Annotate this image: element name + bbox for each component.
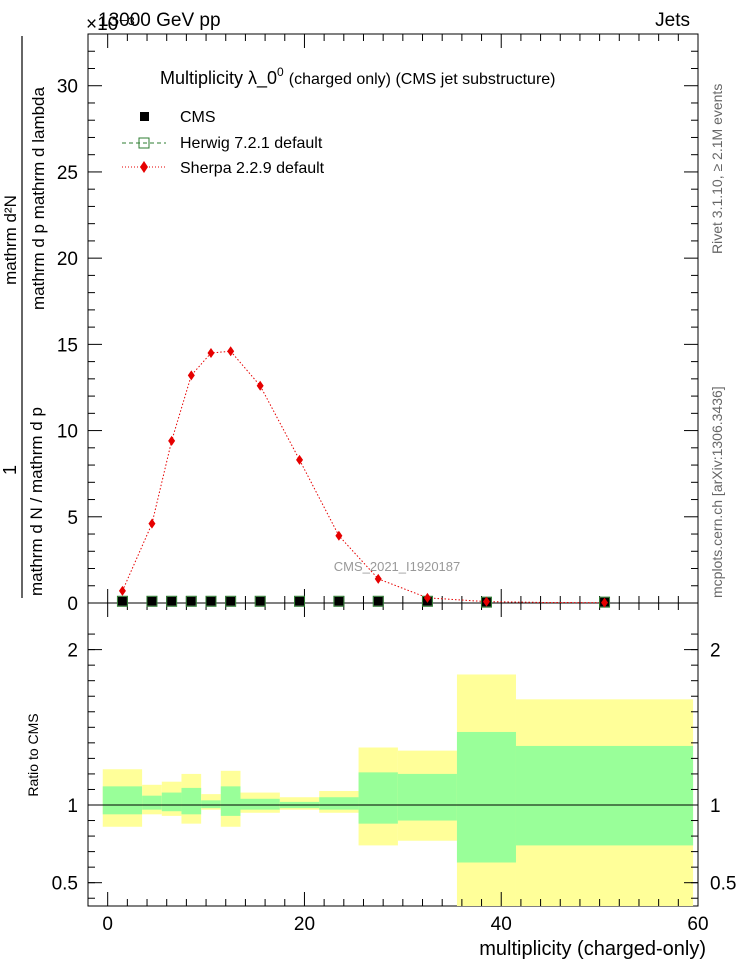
- legend-cms-label: CMS: [180, 109, 216, 126]
- cms-point-3: [186, 596, 196, 606]
- process-label: Jets: [655, 10, 690, 31]
- sherpa-point-5: [227, 346, 235, 357]
- energy-label: 13000 GeV pp: [98, 10, 221, 31]
- sherpa-curve: [121, 350, 605, 604]
- main-series: [116, 346, 611, 608]
- herwig-point-3: [185, 595, 197, 607]
- plot-title-main: Multiplicity λ_0: [160, 68, 277, 89]
- ylabel-bottom: mathrm d p mathrm d lambda: [29, 86, 48, 310]
- ratio-ytick-label-right-1: 1: [710, 796, 721, 817]
- watermark: CMS_2021_I1920187: [334, 559, 461, 574]
- cms-point-9: [373, 596, 383, 606]
- plot-title-tail: (charged only) (CMS jet substructure): [289, 71, 556, 88]
- main-ytick-label-3: 15: [57, 335, 78, 356]
- ratio-inner-band-5: [220, 786, 241, 816]
- cms-point-5: [226, 596, 236, 606]
- ratio-inner-band-9: [358, 772, 398, 824]
- ylabel-denominator: mathrm d N / mathrm d p: [27, 407, 46, 596]
- mcplots-label: mcplots.cern.ch [arXiv:1306.3436]: [709, 386, 725, 598]
- ratio-inner-band-4: [201, 800, 221, 809]
- main-ytick-label-4: 20: [57, 249, 78, 270]
- ratio-inner-band-10: [397, 773, 457, 821]
- ratio-inner-band-0: [102, 786, 143, 815]
- sherpa-point-9: [374, 573, 382, 584]
- sherpa-point-8: [335, 530, 343, 541]
- cms-point-2: [167, 596, 177, 606]
- cms-point-0: [117, 596, 127, 606]
- ratio-inner-band-2: [161, 792, 182, 812]
- herwig-point-0: [116, 595, 128, 607]
- ratio-inner-band-6: [240, 798, 280, 810]
- ylabel-bottom-text: mathrm d p mathrm d lambda: [29, 86, 48, 310]
- sherpa-point-0: [118, 585, 126, 596]
- cms-point-4: [206, 596, 216, 606]
- herwig-point-9: [372, 595, 384, 607]
- cms-point-7: [295, 596, 305, 606]
- legend: CMS Herwig 7.2.1 default Sherpa 2.2.9 de…: [122, 109, 325, 177]
- exponent-label: ×10⁻³: [86, 14, 135, 35]
- legend-herwig-label: Herwig 7.2.1 default: [180, 135, 323, 152]
- xtick-label-0: 0: [102, 914, 113, 935]
- ratio-inner-band-11: [456, 731, 516, 863]
- xtick-label-2: 40: [491, 914, 512, 935]
- ratio-xlabel: multiplicity (charged-only): [479, 938, 706, 960]
- sherpa-point-4: [207, 347, 215, 358]
- cms-point-1: [147, 596, 157, 606]
- ratio-inner-band-12: [515, 745, 694, 846]
- ratio-ytick-label-right-2: 2: [710, 641, 721, 662]
- main-ylabel: 1 mathrm d N / mathrm d p mathrm d²N mat…: [0, 36, 48, 598]
- plot-title: Multiplicity λ_00 (charged only) (CMS jet…: [160, 65, 556, 89]
- legend-herwig-marker: [138, 137, 150, 149]
- herwig-point-7: [294, 595, 306, 607]
- legend-cms-marker: [140, 112, 149, 121]
- sherpa-point-3: [187, 370, 195, 381]
- herwig-point-4: [205, 595, 217, 607]
- sherpa-point-11: [482, 596, 490, 607]
- sherpa-point-7: [296, 454, 304, 465]
- ratio-ytick-label-right-0: 0.5: [710, 874, 736, 895]
- ylabel-top: mathrm d²N: [1, 195, 20, 285]
- ratio-ytick-label-left-2: 2: [67, 641, 78, 662]
- xtick-label-1: 20: [294, 914, 315, 935]
- herwig-point-6: [254, 595, 266, 607]
- main-axes: 0 5 10 15 20 25 30: [57, 33, 698, 615]
- main-ytick-label-2: 10: [57, 422, 78, 443]
- sherpa-point-12: [601, 597, 609, 608]
- herwig-point-1: [146, 595, 158, 607]
- ratio-bands: [88, 674, 698, 906]
- cms-point-8: [334, 596, 344, 606]
- sherpa-point-10: [423, 592, 431, 603]
- sherpa-point-6: [256, 380, 264, 391]
- ratio-plot-frame: [87, 602, 699, 907]
- xtick-label-3: 60: [687, 914, 708, 935]
- ratio-ylabel: Ratio to CMS: [25, 713, 41, 796]
- ylabel-numerator: 1: [0, 465, 20, 475]
- main-ytick-label-1: 5: [67, 508, 78, 529]
- herwig-point-8: [333, 595, 345, 607]
- ratio-ytick-label-left-1: 1: [67, 796, 78, 817]
- legend-sherpa-marker: [140, 161, 148, 173]
- main-ytick-label-0: 0: [67, 594, 78, 615]
- ratio-inner-band-8: [319, 797, 359, 810]
- plot-title-sup: 0: [277, 65, 284, 79]
- main-ytick-label-6: 30: [57, 77, 78, 98]
- ratio-ytick-label-left-0: 0.5: [52, 874, 78, 895]
- ratio-inner-band-3: [181, 787, 202, 815]
- herwig-point-2: [166, 595, 178, 607]
- legend-sherpa-label: Sherpa 2.2.9 default: [180, 160, 325, 177]
- sherpa-point-1: [148, 518, 156, 529]
- ylabel-denominator-a: mathrm d N / mathrm d p: [27, 407, 46, 596]
- rivet-label: Rivet 3.1.10, ≥ 2.1M events: [709, 84, 725, 254]
- ratio-inner-band-1: [142, 795, 162, 810]
- herwig-point-5: [225, 595, 237, 607]
- main-ytick-label-5: 25: [57, 163, 78, 184]
- sherpa-point-2: [168, 435, 176, 446]
- cms-point-6: [255, 596, 265, 606]
